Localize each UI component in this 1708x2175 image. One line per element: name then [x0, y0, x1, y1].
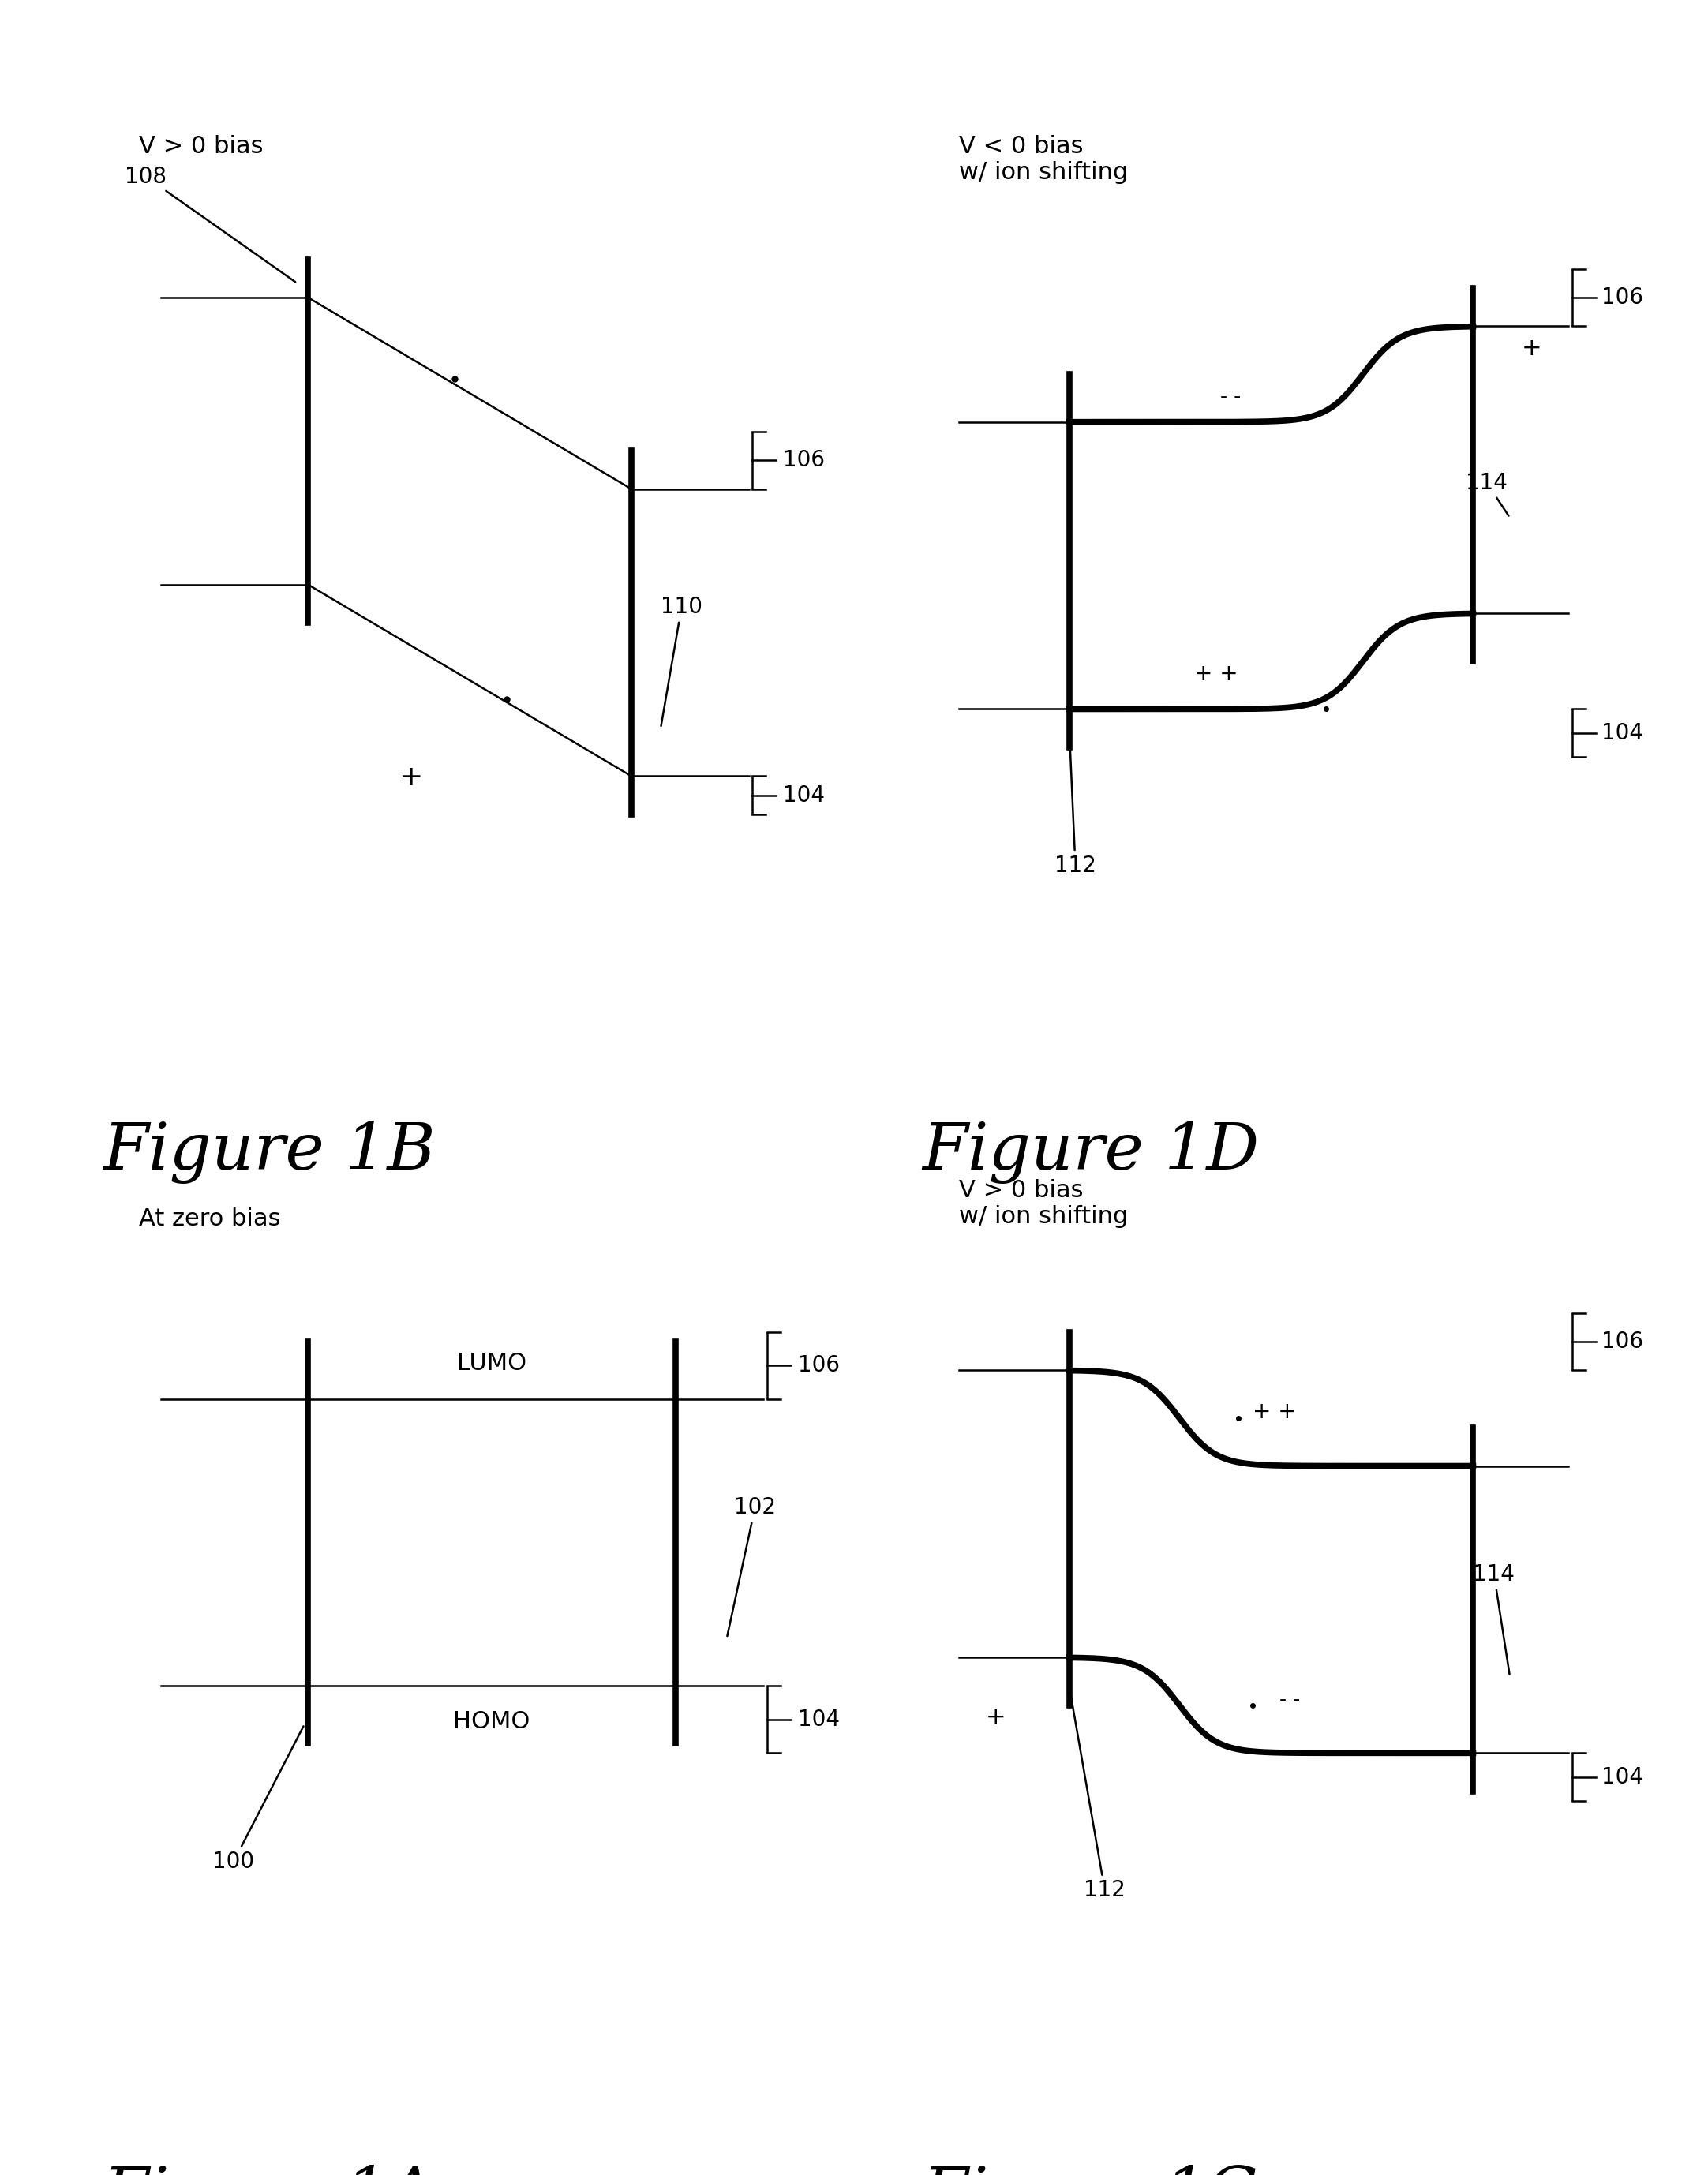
Text: V > 0 bias: V > 0 bias [138, 135, 263, 159]
Text: HOMO: HOMO [453, 1710, 529, 1733]
Text: +: + [986, 1705, 1006, 1729]
Text: 100: 100 [212, 1727, 304, 1873]
Text: 112: 112 [1069, 1688, 1126, 1901]
Text: V < 0 bias
w/ ion shifting: V < 0 bias w/ ion shifting [960, 135, 1129, 185]
Text: - -: - - [1279, 1690, 1300, 1710]
Text: 106: 106 [1602, 287, 1643, 309]
Text: 114: 114 [1465, 472, 1508, 515]
Text: - -: - - [1221, 387, 1242, 407]
Text: Figure 1C: Figure 1C [922, 2164, 1257, 2175]
Text: V > 0 bias
w/ ion shifting: V > 0 bias w/ ion shifting [960, 1179, 1129, 1229]
Text: Figure 1D: Figure 1D [922, 1120, 1259, 1183]
Text: 104: 104 [798, 1710, 840, 1731]
Text: 108: 108 [125, 165, 295, 283]
Text: + +: + + [1194, 663, 1238, 685]
Text: 104: 104 [1602, 722, 1643, 744]
Text: 110: 110 [661, 596, 702, 726]
Text: 112: 112 [1054, 731, 1097, 877]
Text: 114: 114 [1472, 1564, 1515, 1675]
Text: 106: 106 [1602, 1331, 1643, 1353]
Text: +: + [1522, 337, 1542, 359]
Text: 104: 104 [784, 785, 825, 807]
Text: +: + [400, 763, 424, 792]
Text: Figure 1A: Figure 1A [102, 2164, 434, 2175]
Text: Figure 1B: Figure 1B [102, 1120, 436, 1183]
Text: + +: + + [1254, 1401, 1296, 1422]
Text: 106: 106 [784, 450, 825, 472]
Text: 102: 102 [728, 1496, 775, 1636]
Text: At zero bias: At zero bias [138, 1207, 280, 1231]
Text: 106: 106 [798, 1355, 840, 1377]
Text: 104: 104 [1602, 1766, 1643, 1788]
Text: LUMO: LUMO [458, 1353, 526, 1375]
